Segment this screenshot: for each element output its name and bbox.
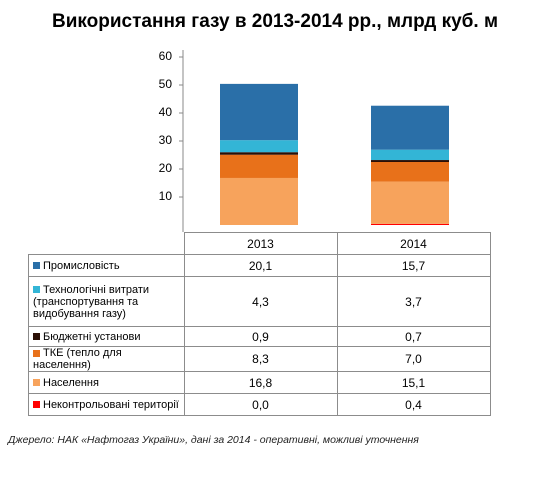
value-label: 0,7 [336,326,491,347]
series-cell: Технологічні витрати (транспортування та… [28,276,185,327]
bar-segment [220,83,298,141]
legend-swatch [33,286,40,294]
value-label: 15,1 [336,371,491,394]
legend-swatch [33,401,40,409]
bar-segment [371,160,449,162]
series-cell: Неконтрольовані території [28,393,185,416]
table-row: Неконтрольовані території 0,0 0,4 [28,393,491,416]
series-cell: Населення [28,371,185,394]
value-label: 15,7 [336,254,491,277]
y-tick-label: 60 [159,49,173,63]
legend-label: Технологічні витрати (транспортування та… [33,283,150,320]
value-label: 16,8 [183,371,338,394]
legend-swatch [33,349,40,357]
y-tick-label: 50 [159,77,173,91]
chart-title: Використання газу в 2013-2014 рр., млрд … [52,11,498,32]
value-label: 7,0 [336,346,491,372]
table-row: ТКЕ (тепло для населення) 8,3 7,0 [28,346,491,372]
category-label: 2014 [336,232,491,255]
bar-segment [371,223,449,225]
legend-swatch [33,379,40,387]
value-label: 0,9 [183,326,338,347]
bar-segment [371,105,449,150]
y-tick-label: 40 [159,105,173,119]
table-row: Технологічні витрати (транспортування та… [28,276,491,327]
category-label: 2013 [183,232,338,255]
value-label: 0,4 [336,393,491,416]
bar-segment [371,181,449,224]
legend-label: Промисловість [43,259,120,272]
legend-label: Населення [43,376,99,389]
bar-segment [220,152,298,155]
legend-swatch [33,333,40,341]
bar-segment [220,140,298,153]
chart: Використання газу в 2013-2014 рр., млрд … [52,11,498,232]
bar-segment [220,177,298,225]
value-label: 4,3 [183,276,338,327]
legend-swatch [33,262,40,270]
series-cell: ТКЕ (тепло для населення) [28,346,185,372]
value-label: 0,0 [183,393,338,416]
data-table: 2013 2014 Промисловість 20,1 15,7 Технологічн… [28,232,491,416]
y-tick-label: 30 [159,133,173,147]
series-cell: Бюджетні установи [28,326,185,347]
bar-segment [371,162,449,182]
legend-label: Неконтрольовані території [43,398,179,411]
bar-segment [371,149,449,161]
source-note: Джерело: НАК «Нафтогаз України», дані за… [8,434,419,446]
bar-segment [220,154,298,178]
value-label: 20,1 [183,254,338,277]
y-tick-label: 10 [159,189,173,203]
table-row: Бюджетні установи 0,9 0,7 [28,326,491,347]
legend-label: Бюджетні установи [43,330,141,343]
value-label: 8,3 [183,346,338,372]
series-cell: Промисловість [28,254,185,277]
legend-label: ТКЕ (тепло для населення) [33,347,122,371]
header-corner [29,233,185,255]
table-row: Населення 16,8 15,1 [28,371,491,394]
value-label: 3,7 [336,276,491,327]
table-header-row: 2013 2014 [29,232,491,255]
table-row: Промисловість 20,1 15,7 [28,254,491,277]
y-tick-label: 20 [159,161,173,175]
